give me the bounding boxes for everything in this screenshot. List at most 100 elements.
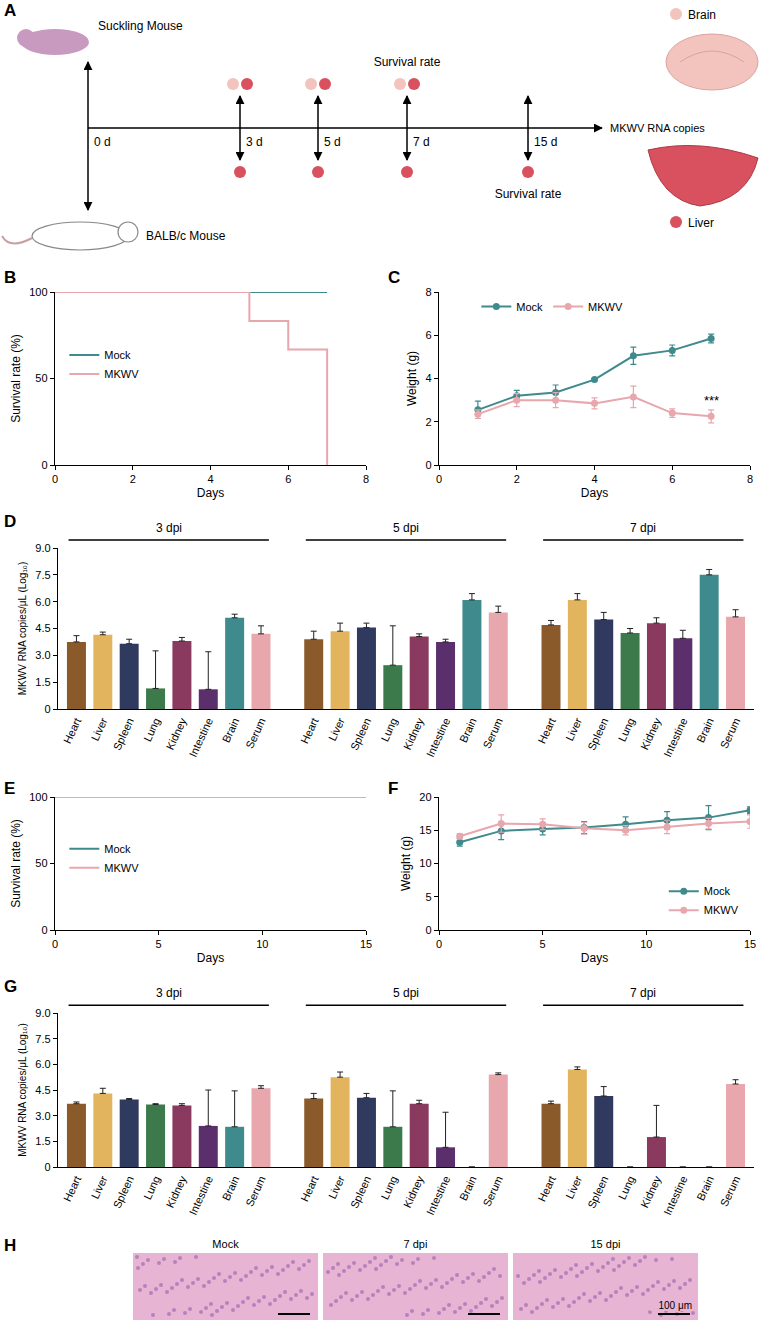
svg-text:4: 4	[207, 473, 213, 485]
svg-text:8: 8	[363, 473, 369, 485]
svg-text:0: 0	[44, 703, 50, 715]
svg-text:50: 50	[35, 372, 47, 384]
svg-text:3 dpi: 3 dpi	[156, 986, 182, 1000]
svg-text:Lung: Lung	[141, 716, 162, 743]
svg-text:Days: Days	[581, 951, 608, 965]
svg-text:Serum: Serum	[718, 1174, 743, 1208]
svg-text:Mock: Mock	[104, 843, 131, 855]
svg-text:10: 10	[419, 857, 431, 869]
svg-text:MKWV: MKWV	[588, 301, 623, 313]
svg-text:6.0: 6.0	[35, 1058, 50, 1070]
svg-text:0: 0	[52, 473, 58, 485]
svg-text:Brain: Brain	[220, 1174, 242, 1202]
svg-text:***: ***	[704, 393, 719, 408]
svg-text:Liver: Liver	[326, 716, 347, 743]
svg-text:Heart: Heart	[536, 716, 558, 745]
svg-text:0: 0	[41, 459, 47, 471]
svg-text:Brain: Brain	[457, 1174, 479, 1202]
svg-text:Kidney: Kidney	[401, 1174, 426, 1210]
svg-text:8: 8	[747, 473, 753, 485]
svg-text:3 d: 3 d	[246, 135, 263, 149]
svg-text:5: 5	[425, 891, 431, 903]
svg-text:50: 50	[35, 857, 47, 869]
svg-text:0: 0	[41, 924, 47, 936]
svg-text:Suckling Mouse: Suckling Mouse	[98, 19, 183, 33]
svg-text:15 d: 15 d	[534, 135, 557, 149]
svg-text:Brain: Brain	[694, 1174, 716, 1202]
svg-text:MKWV: MKWV	[704, 904, 739, 916]
svg-text:Kidney: Kidney	[164, 1174, 189, 1210]
svg-text:6.0: 6.0	[35, 596, 50, 608]
svg-text:15: 15	[744, 938, 756, 950]
svg-text:2: 2	[130, 473, 136, 485]
svg-text:Heart: Heart	[298, 716, 320, 745]
svg-text:Intestine: Intestine	[424, 1174, 452, 1217]
svg-text:Liver: Liver	[89, 716, 110, 743]
svg-text:1.5: 1.5	[35, 1135, 50, 1147]
svg-text:Days: Days	[197, 951, 224, 965]
svg-text:Liver: Liver	[563, 1174, 584, 1201]
svg-text:Intestine: Intestine	[187, 716, 215, 759]
svg-text:Serum: Serum	[480, 716, 505, 750]
svg-text:Mock: Mock	[104, 349, 131, 361]
svg-text:MKWV: MKWV	[104, 862, 139, 874]
svg-text:Heart: Heart	[536, 1174, 558, 1203]
svg-text:7 d: 7 d	[413, 135, 430, 149]
svg-text:7.5: 7.5	[35, 1033, 50, 1045]
svg-text:4: 4	[591, 473, 597, 485]
svg-text:15: 15	[360, 938, 372, 950]
svg-text:5 dpi: 5 dpi	[393, 521, 419, 535]
svg-text:Days: Days	[581, 486, 608, 500]
svg-text:2: 2	[425, 416, 431, 428]
svg-text:Lung: Lung	[616, 716, 637, 743]
svg-text:0: 0	[44, 1161, 50, 1173]
svg-text:Spleen: Spleen	[585, 716, 610, 752]
svg-text:MKWV: MKWV	[104, 368, 139, 380]
svg-text:Lung: Lung	[141, 1174, 162, 1201]
svg-text:MKWV RNA copies/μL (Log₁₀): MKWV RNA copies/μL (Log₁₀)	[17, 562, 28, 696]
svg-text:100: 100	[29, 286, 47, 298]
svg-text:3.0: 3.0	[35, 1110, 50, 1122]
svg-text:Spleen: Spleen	[585, 1174, 610, 1210]
svg-text:Liver: Liver	[688, 216, 714, 230]
svg-text:100: 100	[29, 791, 47, 803]
svg-text:BALB/c Mouse: BALB/c Mouse	[146, 229, 226, 243]
svg-text:15 dpi: 15 dpi	[591, 1238, 621, 1250]
svg-text:Survival rate (%): Survival rate (%)	[9, 819, 23, 908]
svg-text:Brain: Brain	[220, 716, 242, 744]
svg-text:8: 8	[425, 286, 431, 298]
svg-text:6: 6	[285, 473, 291, 485]
svg-text:Lung: Lung	[616, 1174, 637, 1201]
svg-text:7.5: 7.5	[35, 569, 50, 581]
svg-text:Survival rate (%): Survival rate (%)	[9, 334, 23, 423]
svg-text:Spleen: Spleen	[111, 716, 136, 752]
svg-text:5: 5	[540, 938, 546, 950]
svg-text:4.5: 4.5	[35, 1084, 50, 1096]
svg-text:Liver: Liver	[89, 1174, 110, 1201]
svg-text:Intestine: Intestine	[187, 1174, 215, 1217]
svg-text:10: 10	[640, 938, 652, 950]
svg-text:Heart: Heart	[61, 1174, 83, 1203]
svg-text:0: 0	[425, 459, 431, 471]
svg-text:7 dpi: 7 dpi	[630, 521, 656, 535]
svg-text:Spleen: Spleen	[111, 1174, 136, 1210]
svg-text:MKWV RNA copies: MKWV RNA copies	[610, 122, 705, 134]
svg-text:Heart: Heart	[298, 1174, 320, 1203]
svg-text:Lung: Lung	[378, 1174, 399, 1201]
svg-text:Intestine: Intestine	[424, 716, 452, 759]
svg-text:7 dpi: 7 dpi	[630, 986, 656, 1000]
svg-text:Serum: Serum	[243, 716, 268, 750]
svg-text:100 μm: 100 μm	[658, 1300, 692, 1311]
svg-text:0: 0	[436, 473, 442, 485]
svg-text:15: 15	[419, 824, 431, 836]
svg-text:0: 0	[425, 924, 431, 936]
svg-text:Spleen: Spleen	[348, 1174, 373, 1210]
svg-text:Kidney: Kidney	[401, 716, 426, 752]
svg-text:6: 6	[425, 329, 431, 341]
svg-text:5 d: 5 d	[324, 135, 341, 149]
svg-text:7 dpi: 7 dpi	[404, 1238, 428, 1250]
svg-text:Kidney: Kidney	[638, 1174, 663, 1210]
svg-text:2: 2	[514, 473, 520, 485]
svg-text:Intestine: Intestine	[661, 716, 689, 759]
svg-text:Serum: Serum	[718, 716, 743, 750]
